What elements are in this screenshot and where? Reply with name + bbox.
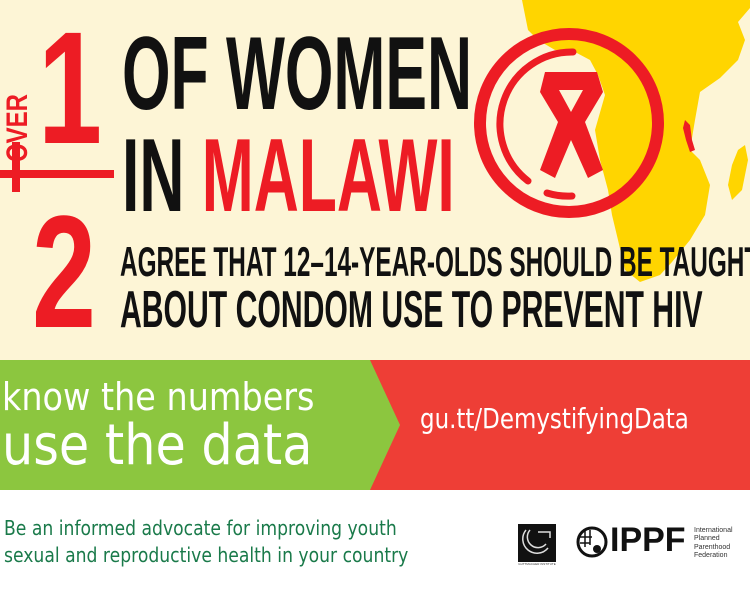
ribbon-icon (474, 28, 664, 218)
graphics-layer (0, 0, 750, 282)
fraction-denominator: 2 (32, 182, 97, 361)
tagline-line1: Be an informed advocate for improving yo… (4, 516, 397, 540)
ippf-logo-text: IPPF (610, 521, 686, 559)
ribbon-inner-arc (496, 48, 577, 185)
subheadline-line2: ABOUT CONDOM USE TO PREVENT HIV (120, 281, 703, 339)
fraction-bar (0, 170, 114, 178)
headline-in: IN (122, 118, 185, 234)
guttmacher-text: GUTTMACHER INSTITUTE (518, 562, 556, 566)
ribbon-inner-dash (543, 189, 576, 200)
fraction-numerator: 1 (38, 0, 103, 177)
band-green-arrow (0, 360, 400, 490)
malawi-highlight (683, 120, 695, 152)
ribbon-ring (474, 28, 664, 218)
band-background (0, 360, 750, 490)
tagline-line2: sexual and reproductive health in your c… (4, 543, 409, 567)
slogan-line2: use the data (2, 413, 313, 478)
guttmacher-logo (518, 524, 556, 562)
subheadline-line1: AGREE THAT 12–14-YEAR-OLDS SHOULD BE TAU… (120, 238, 750, 285)
guttmacher-mark-icon (522, 529, 551, 554)
ippf-globe-icon (576, 526, 608, 558)
headline-country: MALAWI (201, 118, 455, 234)
madagascar-map (728, 145, 748, 200)
campaign-url[interactable]: gu.tt/DemystifyingData (420, 402, 689, 435)
over-label: OVER (1, 93, 34, 162)
red-ribbon (540, 72, 603, 178)
headline-line2: IN MALAWI (122, 124, 455, 228)
fraction-tick (12, 142, 20, 192)
tagline: Be an informed advocate for improving yo… (4, 515, 408, 569)
headline-line1: OF WOMEN (122, 16, 473, 132)
africa-map (522, 0, 750, 282)
slogan-line1: know the numbers (2, 375, 315, 419)
ippf-full-name: International Planned Parenthood Federat… (694, 527, 733, 560)
